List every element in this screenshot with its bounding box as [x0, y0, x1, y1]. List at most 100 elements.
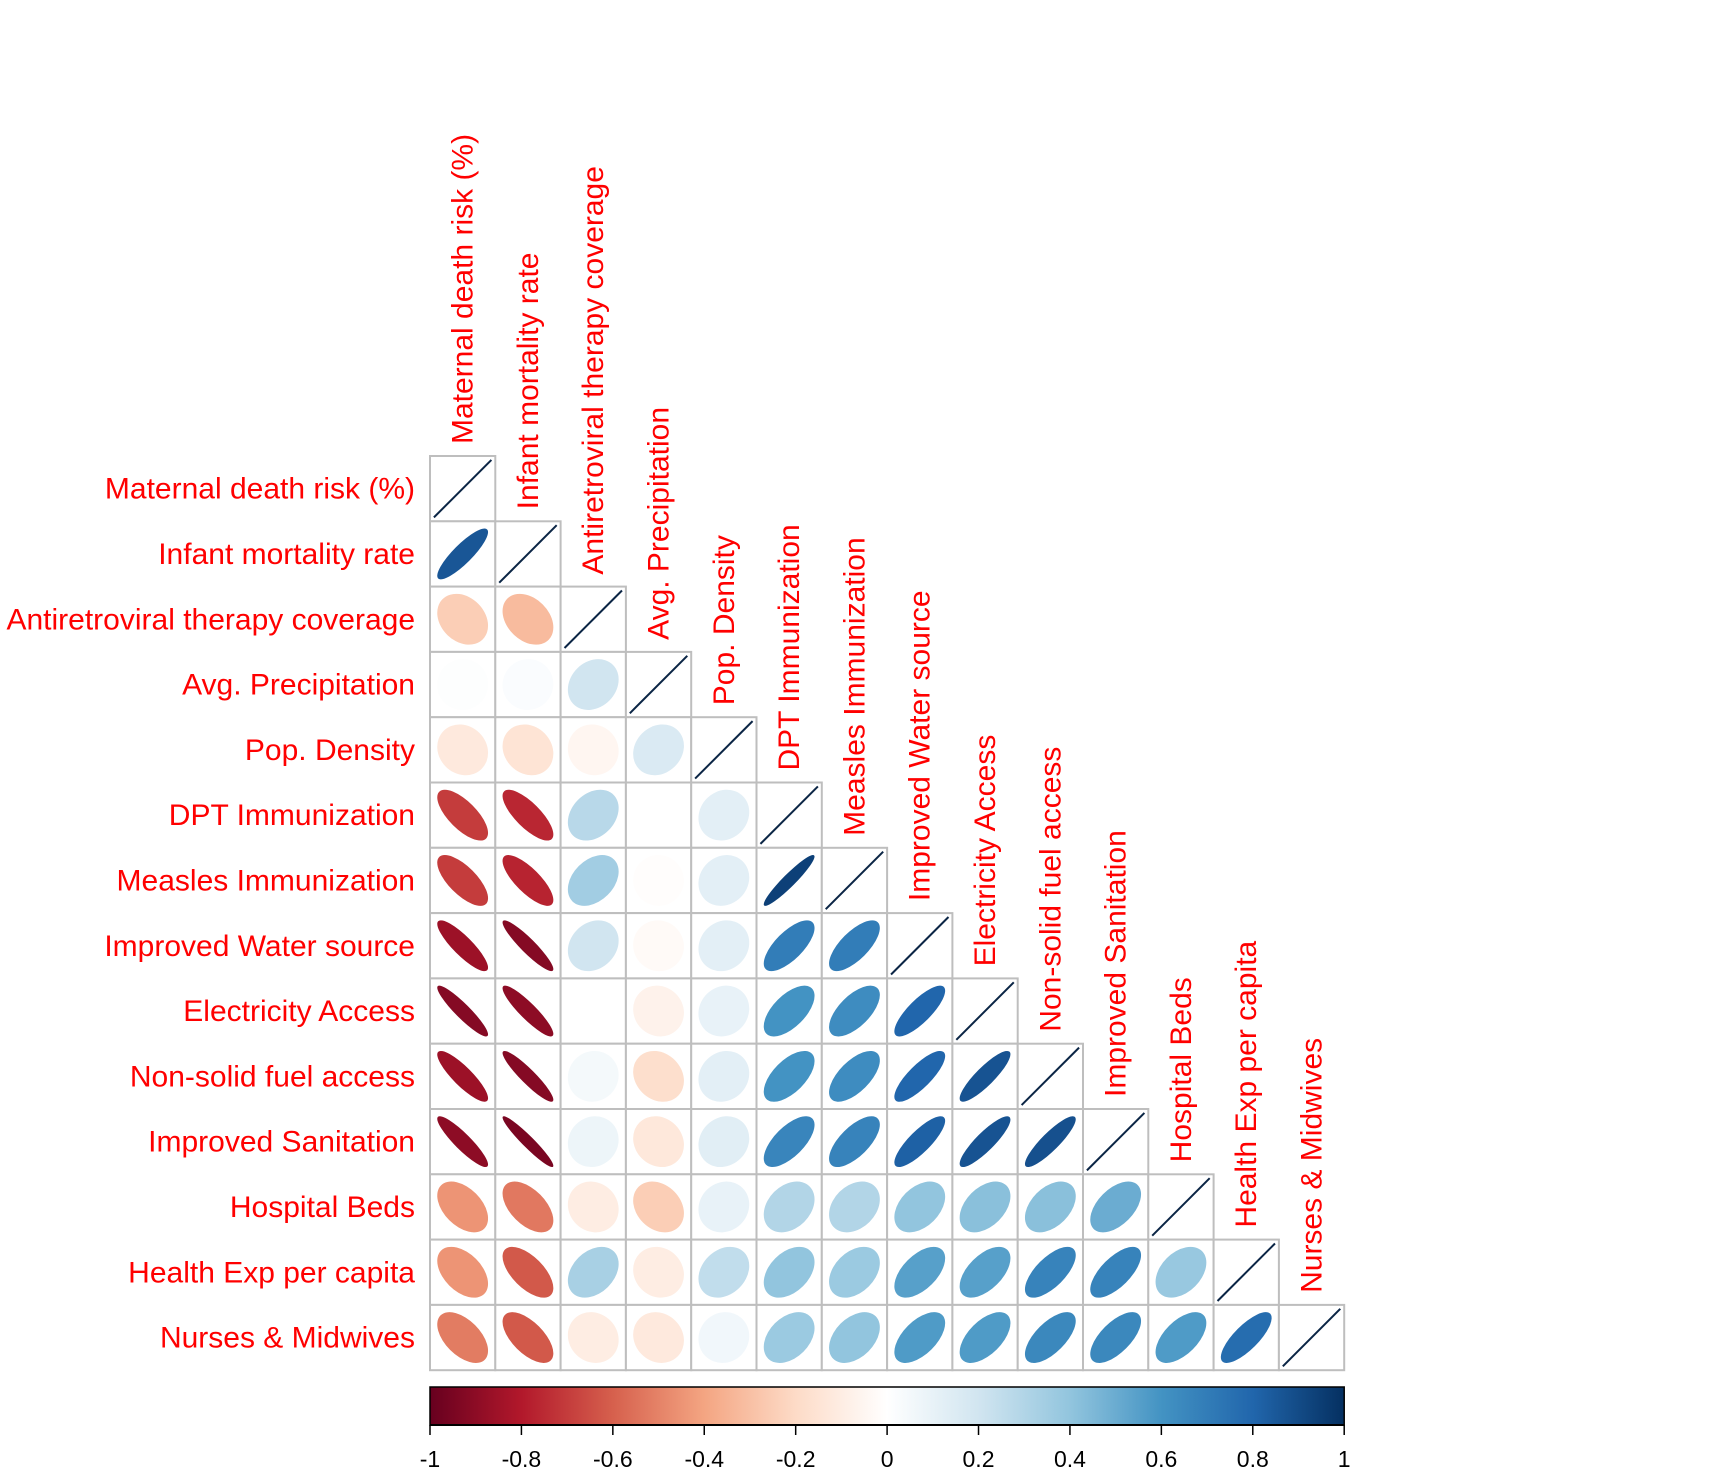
column-label: Avg. Precipitation	[643, 407, 676, 640]
row-label: Maternal death risk (%)	[105, 473, 415, 506]
corr-ellipse-3-2	[567, 659, 619, 710]
corr-ellipse-5-0	[437, 789, 489, 841]
corr-ellipse-5-3	[633, 789, 684, 841]
corr-ellipse-10-8	[959, 1116, 1011, 1168]
corr-ellipse-2-0	[437, 593, 489, 645]
diagonal-line	[890, 916, 950, 976]
diagonal-line	[498, 524, 558, 584]
corr-ellipse-10-5	[763, 1116, 815, 1168]
corr-ellipse-9-2	[567, 1050, 619, 1102]
corr-ellipse-12-1	[502, 1246, 554, 1298]
corr-ellipse-7-2	[567, 920, 619, 972]
corr-ellipse-6-1	[502, 855, 554, 906]
corr-ellipse-8-5	[763, 985, 815, 1037]
corr-ellipse-13-7	[894, 1312, 946, 1363]
colorbar-tick-label: 0	[881, 1446, 894, 1472]
corr-ellipse-4-3	[633, 724, 684, 776]
column-label: Pop. Density	[708, 535, 741, 705]
row-label: Hospital Beds	[230, 1191, 415, 1224]
matrix-cells	[429, 455, 1346, 1372]
corr-ellipse-4-2	[567, 724, 619, 776]
corr-ellipse-13-2	[567, 1312, 619, 1363]
column-label: Measles Immunization	[838, 537, 871, 835]
corr-ellipse-11-1	[502, 1181, 554, 1233]
corr-ellipse-4-1	[502, 724, 554, 776]
corr-ellipse-12-11	[1155, 1246, 1207, 1298]
column-label: Electricity Access	[969, 735, 1002, 967]
corr-ellipse-9-7	[894, 1050, 946, 1102]
corr-ellipse-13-6	[829, 1312, 880, 1363]
corr-ellipse-8-1	[502, 985, 554, 1037]
diagonal-line	[1086, 1112, 1146, 1172]
corr-ellipse-8-0	[437, 985, 489, 1037]
corr-ellipse-12-6	[829, 1246, 880, 1298]
corr-ellipse-5-4	[698, 789, 750, 841]
colorbar-tick-label: 0.4	[1054, 1446, 1086, 1472]
diagonal-line	[1020, 1046, 1080, 1106]
diagonal-line	[955, 981, 1015, 1041]
corr-ellipse-10-3	[633, 1116, 684, 1168]
diagonal-line	[759, 785, 819, 845]
corr-ellipse-11-0	[437, 1181, 489, 1233]
corr-ellipse-4-0	[437, 724, 489, 776]
diagonal-line	[1282, 1308, 1341, 1367]
corr-ellipse-11-5	[763, 1181, 815, 1233]
corr-ellipse-12-9	[1024, 1246, 1076, 1298]
row-label: Avg. Precipitation	[182, 669, 415, 702]
row-label: Nurses & Midwives	[160, 1322, 415, 1355]
corr-ellipse-11-8	[959, 1181, 1011, 1233]
row-label: Electricity Access	[183, 995, 415, 1028]
corr-ellipse-11-7	[894, 1181, 946, 1233]
corr-ellipse-9-1	[502, 1050, 554, 1102]
corr-ellipse-9-6	[829, 1050, 880, 1102]
colorbar-tick-label: -0.4	[684, 1446, 724, 1472]
corr-ellipse-13-8	[959, 1312, 1011, 1363]
corr-ellipse-8-3	[633, 985, 684, 1037]
corr-ellipse-8-2	[567, 985, 619, 1037]
corr-ellipse-10-4	[698, 1116, 750, 1168]
colorbar-tick-label: 1	[1338, 1446, 1351, 1472]
row-label: Health Exp per capita	[128, 1256, 415, 1289]
corr-ellipse-12-5	[763, 1246, 815, 1298]
corr-ellipse-10-6	[829, 1116, 880, 1168]
corr-ellipse-12-0	[437, 1246, 489, 1298]
row-label: DPT Immunization	[169, 799, 415, 832]
diagonal-line	[563, 589, 623, 649]
colorbar-tick-label: -0.6	[593, 1446, 633, 1472]
corr-ellipse-10-9	[1024, 1116, 1076, 1168]
diagonal-line	[629, 655, 688, 714]
row-label: Measles Immunization	[117, 864, 415, 897]
column-label: Antiretroviral therapy coverage	[577, 166, 610, 575]
corr-ellipse-9-4	[698, 1050, 750, 1102]
colorbar-tick-label: 0.6	[1145, 1446, 1177, 1472]
corr-ellipse-9-3	[633, 1050, 684, 1102]
corr-ellipse-13-12	[1220, 1312, 1272, 1363]
corr-ellipse-9-8	[959, 1050, 1011, 1102]
corr-ellipse-11-6	[829, 1181, 880, 1233]
column-label: Health Exp per capita	[1230, 940, 1263, 1227]
corr-ellipse-13-0	[437, 1312, 489, 1363]
column-label: Improved Sanitation	[1100, 830, 1133, 1097]
corr-ellipse-12-10	[1090, 1246, 1142, 1298]
column-label: Infant mortality rate	[512, 253, 545, 510]
row-label: Infant mortality rate	[158, 538, 415, 571]
corr-ellipse-8-6	[829, 985, 880, 1037]
corr-ellipse-13-11	[1155, 1312, 1207, 1363]
corr-ellipse-3-0	[437, 659, 489, 710]
colorbar: -1 -0.8 -0.6 -0.4 -0.2 0 0.2 0.4 0.6 0.8 1	[420, 1386, 1351, 1472]
row-label: Improved Water source	[104, 930, 415, 963]
corr-ellipse-9-0	[437, 1050, 489, 1102]
diagonal-line	[1216, 1242, 1276, 1302]
corr-ellipse-7-6	[829, 920, 880, 972]
corr-ellipse-8-4	[698, 985, 750, 1037]
row-label: Pop. Density	[245, 734, 415, 767]
corr-ellipse-13-10	[1090, 1312, 1142, 1363]
corr-ellipse-7-0	[437, 920, 489, 972]
corr-ellipse-7-3	[633, 920, 684, 972]
corr-ellipse-12-3	[633, 1246, 684, 1298]
corr-ellipse-13-1	[502, 1312, 554, 1363]
corr-ellipse-7-5	[763, 920, 815, 972]
row-label: Antiretroviral therapy coverage	[6, 603, 415, 636]
corr-ellipse-5-2	[567, 789, 619, 841]
